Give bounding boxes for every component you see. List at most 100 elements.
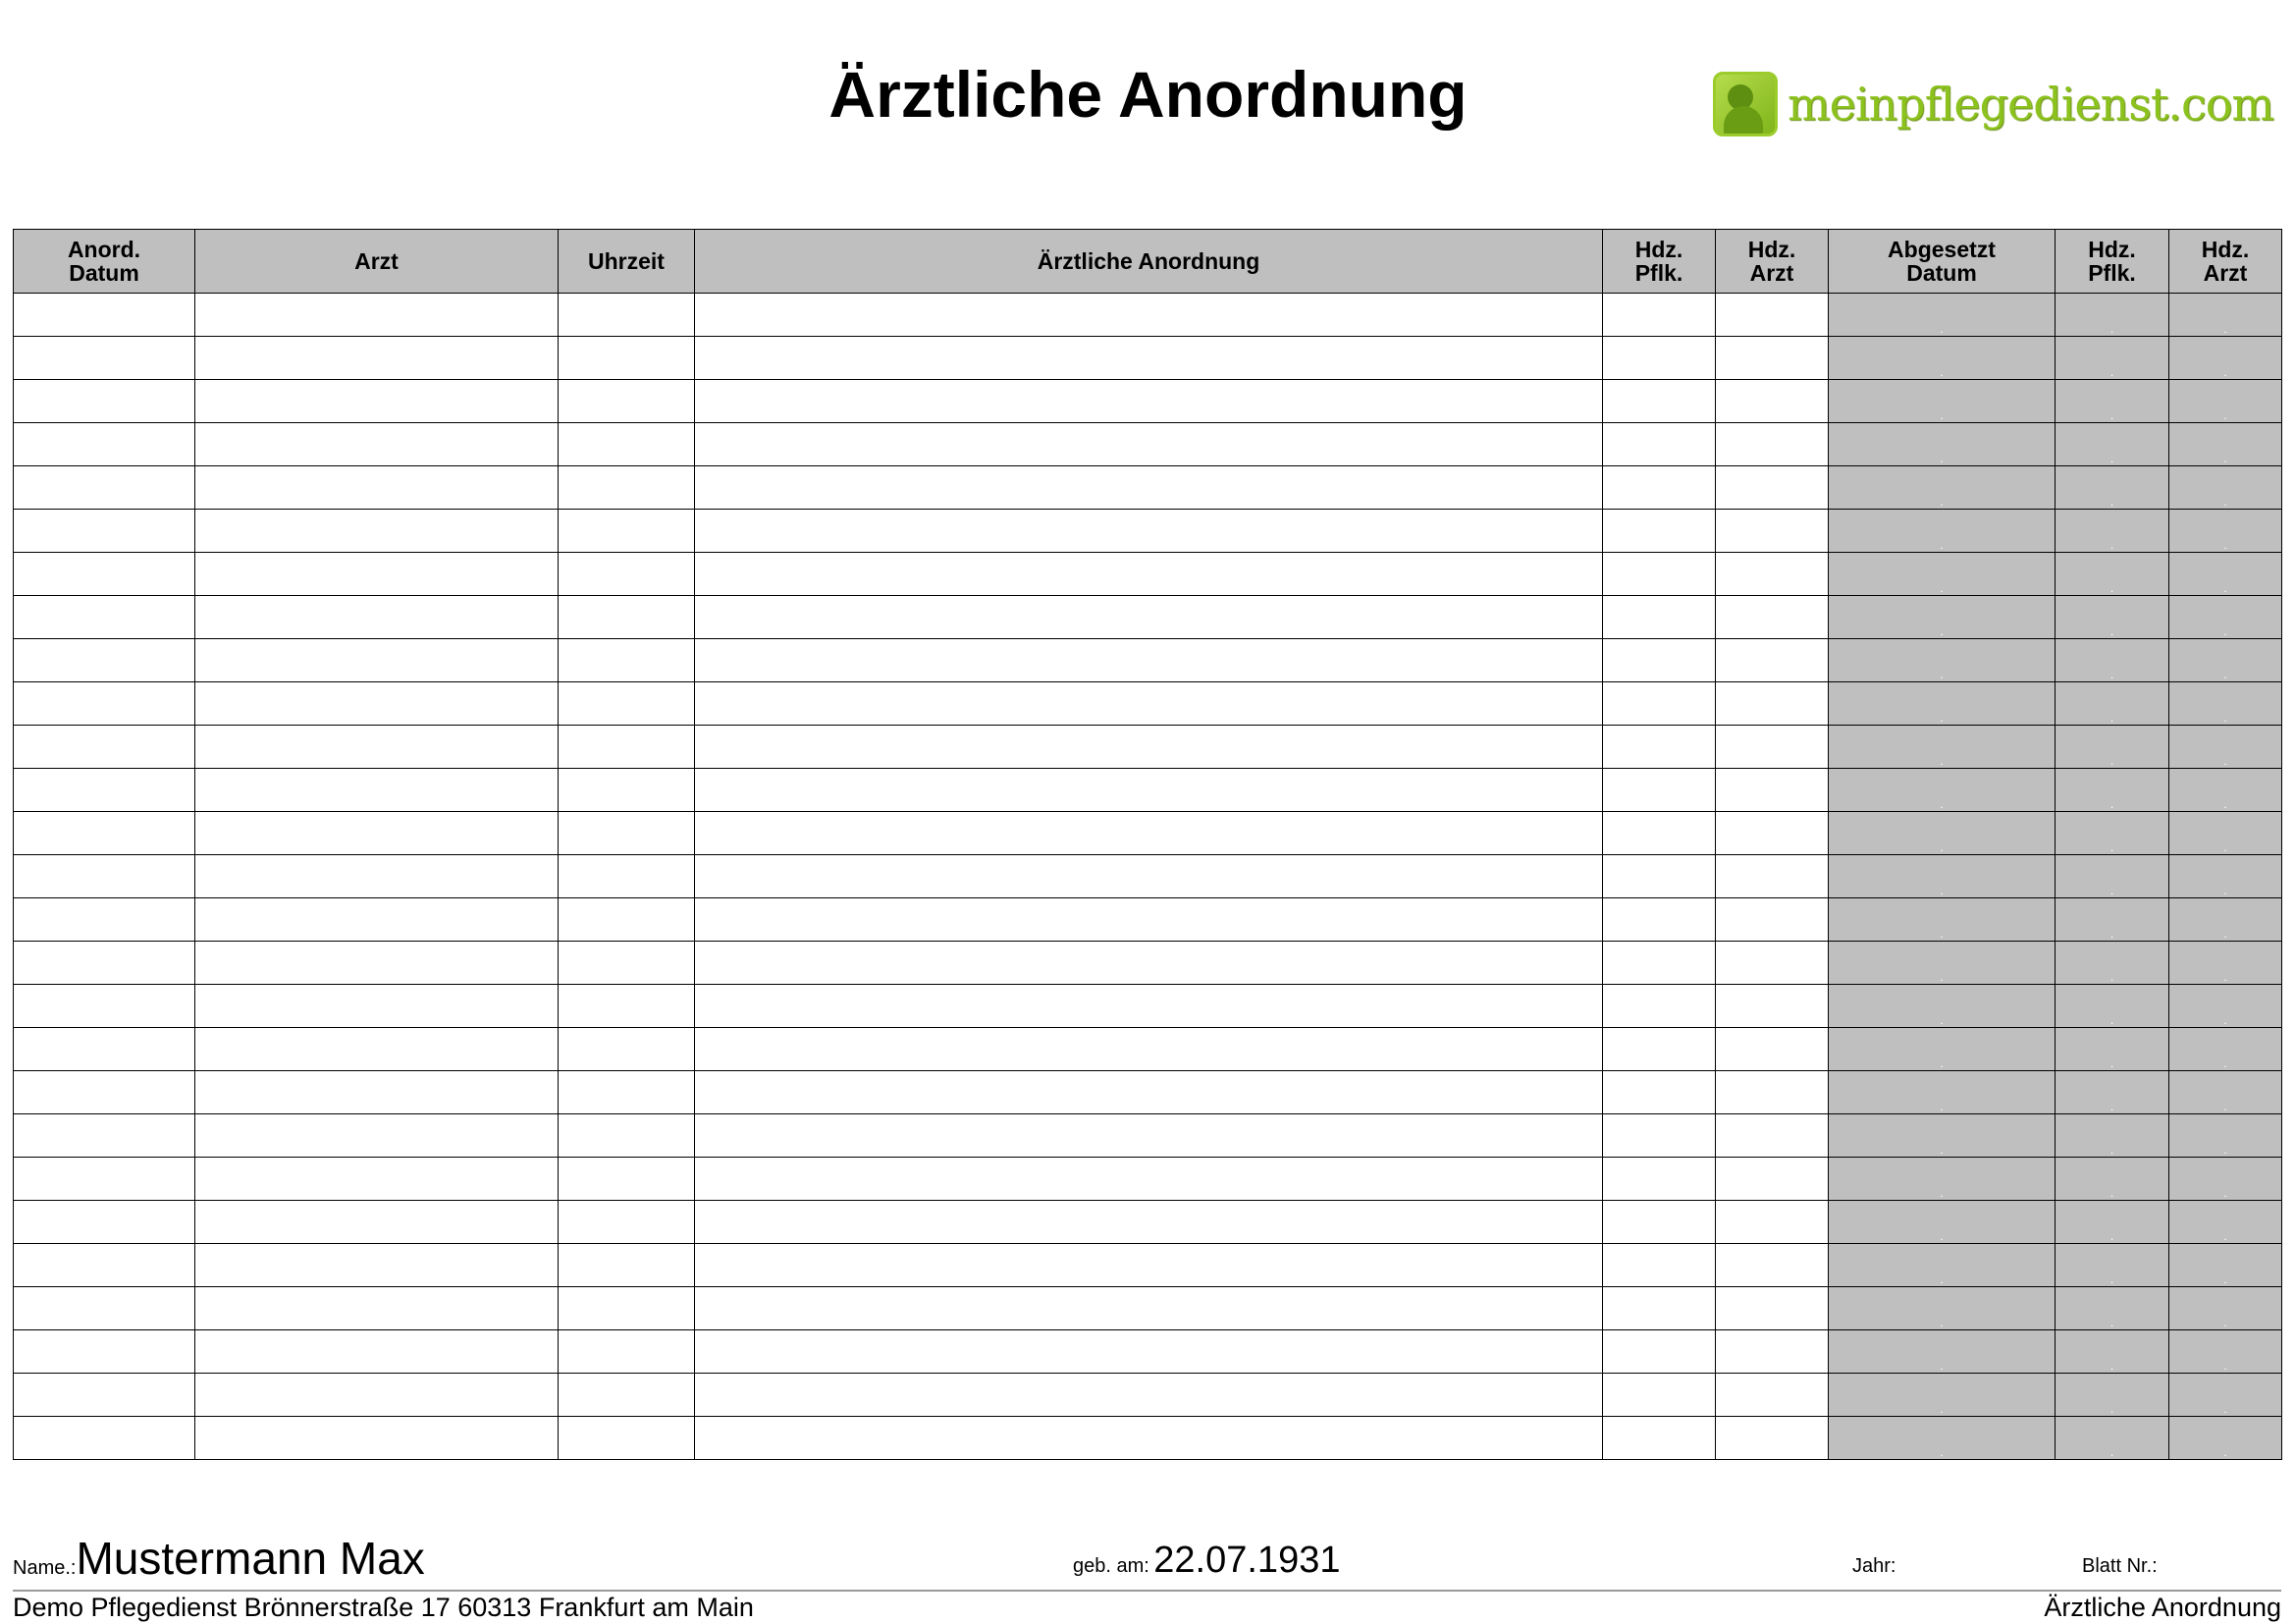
table-cell[interactable]: [1715, 1027, 1829, 1071]
shaded-cell[interactable]: .: [1828, 552, 2056, 596]
shaded-cell[interactable]: .: [2055, 1416, 2169, 1460]
table-cell[interactable]: [1602, 1243, 1716, 1287]
shaded-cell[interactable]: .: [1828, 897, 2056, 942]
shaded-cell[interactable]: .: [2168, 379, 2282, 423]
table-cell[interactable]: [694, 941, 1603, 985]
shaded-cell[interactable]: .: [2168, 768, 2282, 812]
table-cell[interactable]: [694, 638, 1603, 682]
shaded-cell[interactable]: .: [2055, 552, 2169, 596]
table-cell[interactable]: [13, 336, 195, 380]
shaded-cell[interactable]: .: [2055, 681, 2169, 726]
table-cell[interactable]: [558, 984, 695, 1028]
table-cell[interactable]: [558, 1286, 695, 1330]
shaded-cell[interactable]: .: [2168, 1243, 2282, 1287]
table-cell[interactable]: [694, 1200, 1603, 1244]
shaded-cell[interactable]: .: [2168, 1329, 2282, 1374]
table-cell[interactable]: [13, 1243, 195, 1287]
table-cell[interactable]: [194, 1243, 559, 1287]
table-cell[interactable]: [694, 1243, 1603, 1287]
table-cell[interactable]: [694, 509, 1603, 553]
table-cell[interactable]: [1715, 509, 1829, 553]
table-cell[interactable]: [558, 681, 695, 726]
table-cell[interactable]: [694, 1157, 1603, 1201]
table-cell[interactable]: [1715, 1113, 1829, 1158]
table-cell[interactable]: [194, 293, 559, 337]
table-cell[interactable]: [13, 811, 195, 855]
shaded-cell[interactable]: .: [1828, 638, 2056, 682]
shaded-cell[interactable]: .: [1828, 1373, 2056, 1417]
shaded-cell[interactable]: .: [2055, 293, 2169, 337]
shaded-cell[interactable]: .: [2055, 1200, 2169, 1244]
table-cell[interactable]: [558, 811, 695, 855]
table-cell[interactable]: [694, 725, 1603, 769]
table-cell[interactable]: [13, 465, 195, 510]
table-cell[interactable]: [1715, 1200, 1829, 1244]
shaded-cell[interactable]: .: [1828, 1113, 2056, 1158]
table-cell[interactable]: [558, 1416, 695, 1460]
table-cell[interactable]: [1602, 854, 1716, 898]
table-cell[interactable]: [694, 336, 1603, 380]
shaded-cell[interactable]: .: [2168, 552, 2282, 596]
shaded-cell[interactable]: .: [2168, 1373, 2282, 1417]
shaded-cell[interactable]: .: [2055, 1373, 2169, 1417]
shaded-cell[interactable]: .: [2168, 1113, 2282, 1158]
table-cell[interactable]: [1602, 941, 1716, 985]
shaded-cell[interactable]: .: [2055, 336, 2169, 380]
table-cell[interactable]: [194, 1027, 559, 1071]
table-cell[interactable]: [694, 379, 1603, 423]
table-cell[interactable]: [1602, 1286, 1716, 1330]
shaded-cell[interactable]: .: [2055, 725, 2169, 769]
shaded-cell[interactable]: .: [2055, 1027, 2169, 1071]
table-cell[interactable]: [1715, 1286, 1829, 1330]
shaded-cell[interactable]: .: [2055, 509, 2169, 553]
table-cell[interactable]: [194, 681, 559, 726]
table-cell[interactable]: [13, 1200, 195, 1244]
shaded-cell[interactable]: .: [1828, 941, 2056, 985]
table-cell[interactable]: [194, 1157, 559, 1201]
shaded-cell[interactable]: .: [1828, 422, 2056, 466]
shaded-cell[interactable]: .: [1828, 509, 2056, 553]
table-cell[interactable]: [194, 1286, 559, 1330]
table-cell[interactable]: [1715, 854, 1829, 898]
table-cell[interactable]: [13, 1070, 195, 1114]
table-cell[interactable]: [13, 725, 195, 769]
table-cell[interactable]: [1715, 552, 1829, 596]
table-cell[interactable]: [13, 681, 195, 726]
table-cell[interactable]: [558, 1243, 695, 1287]
table-cell[interactable]: [694, 1329, 1603, 1374]
shaded-cell[interactable]: .: [2055, 1286, 2169, 1330]
table-cell[interactable]: [1602, 336, 1716, 380]
table-cell[interactable]: [694, 897, 1603, 942]
table-cell[interactable]: [194, 725, 559, 769]
table-cell[interactable]: [13, 1373, 195, 1417]
table-cell[interactable]: [1602, 681, 1716, 726]
table-cell[interactable]: [558, 941, 695, 985]
table-cell[interactable]: [1602, 1200, 1716, 1244]
shaded-cell[interactable]: .: [2168, 941, 2282, 985]
table-cell[interactable]: [194, 422, 559, 466]
table-cell[interactable]: [1602, 293, 1716, 337]
table-cell[interactable]: [558, 638, 695, 682]
table-cell[interactable]: [1602, 379, 1716, 423]
table-cell[interactable]: [1715, 768, 1829, 812]
table-cell[interactable]: [194, 336, 559, 380]
table-cell[interactable]: [558, 1157, 695, 1201]
table-cell[interactable]: [1602, 509, 1716, 553]
table-cell[interactable]: [694, 681, 1603, 726]
table-cell[interactable]: [1715, 638, 1829, 682]
table-cell[interactable]: [13, 422, 195, 466]
shaded-cell[interactable]: .: [2055, 422, 2169, 466]
shaded-cell[interactable]: .: [2168, 1416, 2282, 1460]
table-cell[interactable]: [694, 293, 1603, 337]
table-cell[interactable]: [1602, 811, 1716, 855]
table-cell[interactable]: [694, 552, 1603, 596]
table-cell[interactable]: [13, 595, 195, 639]
table-cell[interactable]: [694, 768, 1603, 812]
table-cell[interactable]: [558, 1373, 695, 1417]
table-cell[interactable]: [1715, 984, 1829, 1028]
table-cell[interactable]: [13, 1329, 195, 1374]
table-cell[interactable]: [558, 336, 695, 380]
table-cell[interactable]: [694, 1286, 1603, 1330]
table-cell[interactable]: [1602, 1157, 1716, 1201]
shaded-cell[interactable]: .: [2055, 1070, 2169, 1114]
